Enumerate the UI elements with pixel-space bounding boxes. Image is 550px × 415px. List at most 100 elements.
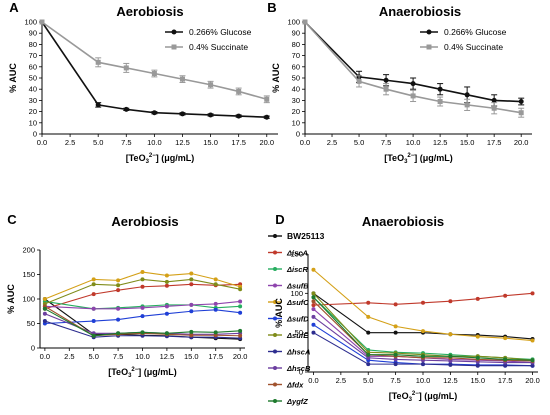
data-point <box>238 310 243 315</box>
panel-title: Anaerobiosis <box>379 4 461 19</box>
data-point <box>123 65 129 71</box>
legend-marker <box>273 283 277 288</box>
series-0.4% Succinate <box>39 19 270 104</box>
data-point <box>116 283 121 288</box>
y-tick-label: 50 <box>29 74 37 83</box>
y-tick-label: 100 <box>22 295 35 304</box>
data-point <box>302 19 308 25</box>
data-point <box>238 333 243 338</box>
x-tick-label: 15.0 <box>184 352 199 361</box>
data-point <box>464 102 470 108</box>
data-point <box>164 331 169 336</box>
x-tick-label: 10.0 <box>147 138 162 147</box>
data-point <box>393 324 398 329</box>
y-tick-label: 100 <box>287 18 300 27</box>
data-point <box>116 317 121 322</box>
y-tick-label: 90 <box>292 29 300 38</box>
x-tick-label: 17.5 <box>498 376 513 385</box>
series-ΔiscA <box>42 282 243 311</box>
x-tick-label: 12.5 <box>175 138 190 147</box>
data-point <box>164 273 169 278</box>
y-tick-label: 30 <box>29 96 37 105</box>
y-tick-label: 200 <box>22 246 35 255</box>
y-tick-label: 20 <box>292 107 300 116</box>
legend-label: ΔsufD <box>286 315 309 324</box>
data-point <box>366 314 371 319</box>
series-line <box>41 21 267 118</box>
data-point <box>238 287 243 292</box>
data-point <box>264 96 270 102</box>
series-line <box>313 332 533 367</box>
x-tick-label: 7.5 <box>381 138 391 147</box>
data-point <box>238 304 243 309</box>
x-tick-label: 10.0 <box>135 352 150 361</box>
data-point <box>91 277 96 282</box>
data-point <box>208 82 214 88</box>
data-point <box>91 292 96 297</box>
data-point <box>366 355 371 360</box>
series-ΔsufD <box>42 307 243 326</box>
series-ΔsufB <box>42 299 243 311</box>
legend-label: ΔiscA <box>286 249 308 258</box>
data-point <box>383 86 389 92</box>
data-point <box>189 302 194 307</box>
data-point <box>503 336 508 341</box>
legend-marker <box>273 234 277 238</box>
legend-item: ΔygfZ <box>268 397 308 406</box>
legend-marker <box>273 250 277 255</box>
x-tick-label: 5.0 <box>93 138 103 147</box>
legend-item: Δfdx <box>268 381 304 390</box>
data-point <box>421 354 425 359</box>
series-ΔiscA <box>311 291 535 308</box>
data-point <box>503 363 508 368</box>
series-line <box>44 308 241 337</box>
y-tick-label: 0 <box>299 368 303 377</box>
data-point <box>393 362 398 367</box>
data-point <box>238 299 243 304</box>
data-point <box>116 288 121 293</box>
legend-item: ΔhscA <box>268 348 310 357</box>
legend-label: 0.266% Glucose <box>189 27 252 37</box>
data-point <box>91 282 96 287</box>
data-point <box>164 311 169 316</box>
data-point <box>140 284 145 289</box>
panel-a: A Aerobiosis 0 10 20 30 40 50 60 70 80 90 100 0.0 2.5 5… <box>8 0 278 165</box>
data-point <box>116 331 121 336</box>
legend-item: ΔiscR <box>268 265 308 274</box>
data-point <box>213 301 218 306</box>
data-point <box>503 357 508 362</box>
series-line <box>44 278 241 305</box>
data-point <box>213 282 218 287</box>
x-tick-label: 20.0 <box>525 376 540 385</box>
y-tick-label: 70 <box>29 51 37 60</box>
legend-label: Δfdx <box>286 381 304 390</box>
data-point <box>189 329 194 334</box>
legend-marker <box>273 349 277 354</box>
y-tick-label: 150 <box>290 250 303 259</box>
y-axis-label: % AUC <box>271 63 281 93</box>
legend-label: ΔsufB <box>286 282 309 291</box>
panel-label: D <box>275 212 284 227</box>
data-point <box>393 330 398 335</box>
y-tick-label: 0 <box>296 130 300 139</box>
data-point <box>213 277 218 282</box>
legend-item: ΔsufC <box>268 298 309 307</box>
data-point <box>518 99 524 105</box>
legend-item: ΔsufE <box>268 331 309 340</box>
data-point <box>116 278 121 283</box>
data-point <box>530 363 535 368</box>
data-point <box>311 303 316 308</box>
x-tick-label: 20.0 <box>233 352 248 361</box>
series-ΔsufC <box>311 267 535 343</box>
data-point <box>437 99 443 105</box>
x-tick-label: 2.5 <box>336 376 346 385</box>
data-point <box>518 110 524 116</box>
x-tick-label: 7.5 <box>390 376 400 385</box>
y-tick-label: 80 <box>292 40 300 49</box>
y-tick-label: 100 <box>24 18 37 27</box>
data-point <box>383 77 389 83</box>
legend-marker <box>171 29 177 35</box>
data-point <box>189 271 194 276</box>
series-line <box>313 269 533 342</box>
series-line <box>44 283 241 310</box>
